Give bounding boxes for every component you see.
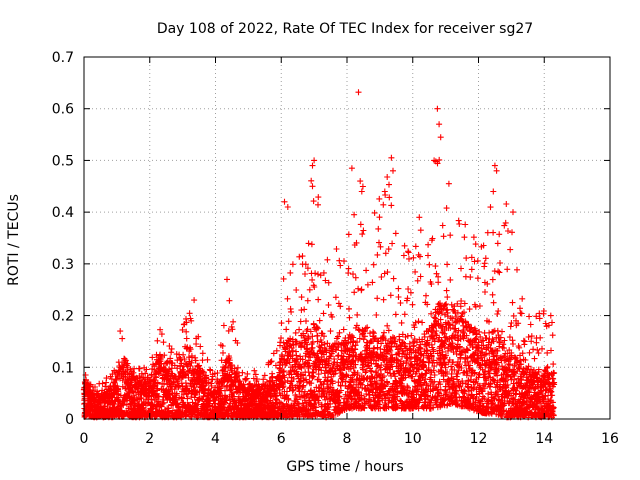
- data-points: [80, 89, 558, 421]
- y-tick-label: 0: [65, 412, 74, 428]
- y-axis-label: ROTI / TECUs: [6, 194, 22, 286]
- x-axis-label: GPS time / hours: [286, 459, 403, 475]
- y-tick-label: 0.7: [52, 50, 74, 66]
- x-tick-label: 2: [145, 431, 154, 447]
- chart-title: Day 108 of 2022, Rate Of TEC Index for r…: [157, 21, 533, 37]
- roti-data-points: [80, 89, 558, 421]
- x-tick-label: 16: [601, 431, 619, 447]
- x-tick-label: 0: [80, 431, 89, 447]
- x-tick-label: 8: [343, 431, 352, 447]
- y-tick-label: 0.4: [52, 205, 74, 221]
- x-tick-label: 6: [277, 431, 286, 447]
- y-tick-label: 0.6: [52, 102, 74, 118]
- x-tick-label: 14: [535, 431, 553, 447]
- x-tick-label: 4: [211, 431, 220, 447]
- x-tick-label: 10: [404, 431, 422, 447]
- grid-lines: [84, 57, 610, 419]
- y-tick-label: 0.2: [52, 309, 74, 325]
- y-tick-label: 0.3: [52, 257, 74, 273]
- axis-ticks: 0 2 4 6 8 10 12 14 16 0 0.1 0.2 0.3 0.4 0.5 0.6 0.7: [52, 50, 619, 447]
- x-tick-label: 12: [470, 431, 488, 447]
- y-tick-label: 0.1: [52, 360, 74, 376]
- y-tick-label: 0.5: [52, 153, 74, 169]
